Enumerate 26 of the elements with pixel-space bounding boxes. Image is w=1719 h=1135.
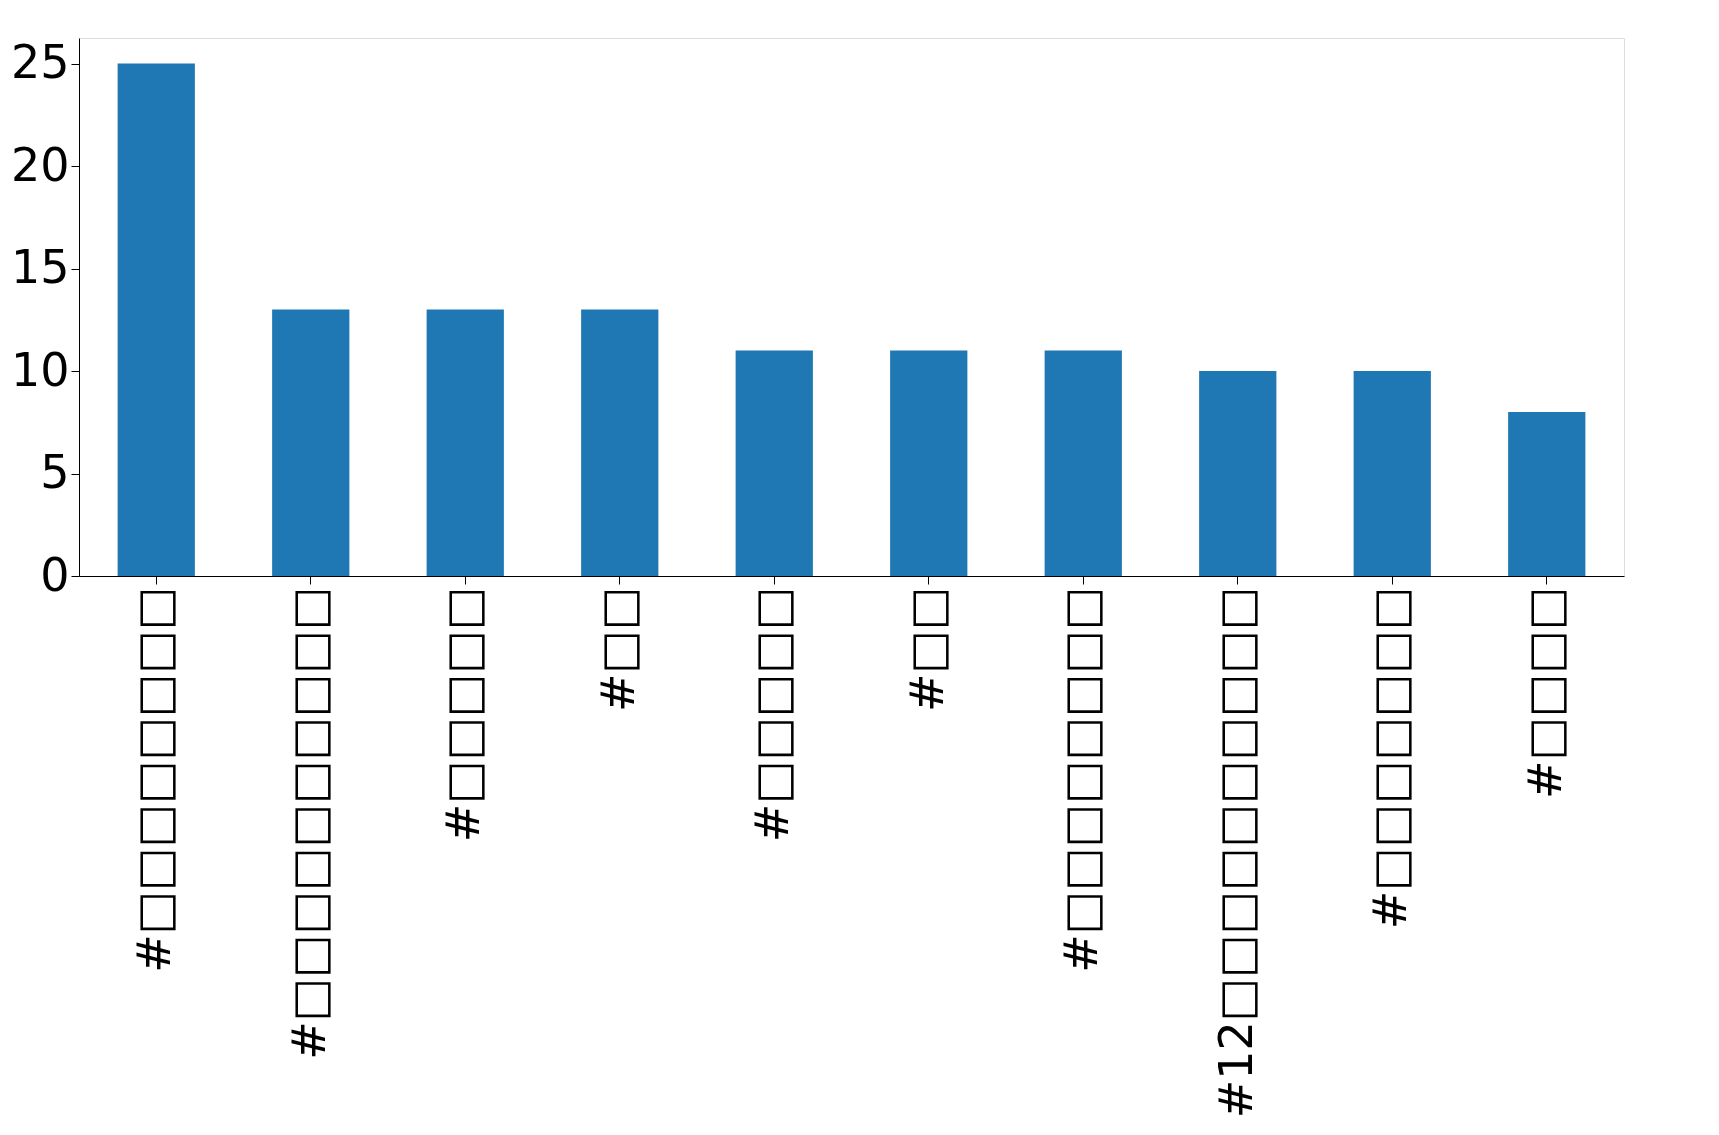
bar bbox=[1044, 350, 1122, 576]
x-tick-label: #□□□□□ bbox=[436, 586, 491, 843]
bar bbox=[890, 350, 968, 576]
x-tick-label: #□□ bbox=[899, 586, 954, 712]
bar bbox=[426, 309, 504, 576]
x-tick-label: #□□□□□□□□□□ bbox=[281, 586, 336, 1060]
x-tick-label: #□□□□□□□□ bbox=[1054, 586, 1109, 973]
x-tick-label: #□□□□□□□□ bbox=[127, 586, 182, 973]
y-tick-label: 25 bbox=[10, 35, 70, 90]
bar bbox=[1353, 371, 1431, 576]
y-tick-label: 5 bbox=[40, 445, 70, 500]
x-tick-label: #□□ bbox=[590, 586, 645, 712]
y-tick-label: 15 bbox=[10, 240, 70, 295]
bar bbox=[1508, 412, 1586, 576]
bar bbox=[581, 309, 659, 576]
y-tick-label: 0 bbox=[40, 547, 70, 602]
bar bbox=[735, 350, 813, 576]
bar bbox=[117, 63, 195, 576]
bar bbox=[1199, 371, 1277, 576]
y-tick-label: 10 bbox=[10, 342, 70, 397]
x-tick-label: #□□□□□ bbox=[745, 586, 800, 843]
x-tick-label: #12□□□□□□□□□□ bbox=[1208, 586, 1263, 1119]
x-tick-label: #□□□□□□□ bbox=[1363, 586, 1418, 930]
x-tick-label: #□□□□ bbox=[1517, 586, 1572, 799]
bar bbox=[272, 309, 350, 576]
y-tick-label: 20 bbox=[10, 137, 70, 192]
